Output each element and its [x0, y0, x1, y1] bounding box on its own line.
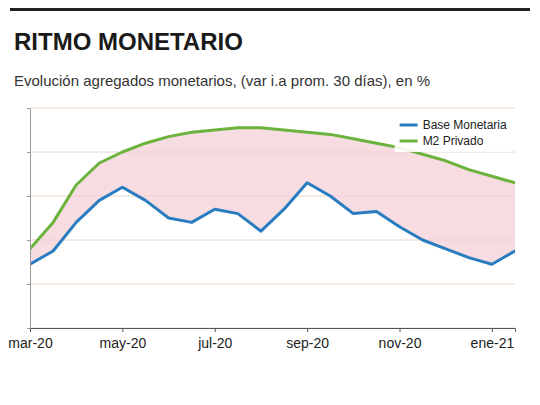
- title: RITMO MONETARIO: [14, 28, 243, 55]
- x-tick: ene-21: [471, 328, 515, 351]
- x-tick-mark: [122, 328, 123, 332]
- y-tick-mark: [27, 196, 30, 197]
- x-tick: mar-20: [8, 328, 53, 351]
- legend: Base Monetaria M2 Privado: [395, 114, 512, 152]
- x-tick-label: ene-21: [471, 335, 515, 351]
- legend-item: M2 Privado: [400, 134, 484, 148]
- x-tick-label: nov-20: [379, 335, 422, 351]
- y-tick: [27, 240, 30, 241]
- x-tick: nov-20: [379, 328, 422, 351]
- y-tick: [27, 196, 30, 197]
- top-rule: [10, 8, 530, 11]
- y-tick: [27, 152, 30, 153]
- y-tick-mark: [27, 152, 30, 153]
- grid: [30, 108, 515, 328]
- legend-swatch: [400, 124, 418, 127]
- grid-line: [30, 284, 515, 285]
- x-tick-label: jul-20: [197, 335, 232, 351]
- x-tick: sep-20: [286, 328, 329, 351]
- series-line: [30, 128, 515, 249]
- x-tick-label: may-20: [100, 335, 147, 351]
- x-tick: may-20: [100, 328, 147, 351]
- legend-label: M2 Privado: [423, 134, 484, 148]
- x-tick-mark: [400, 328, 401, 332]
- legend-item: Base Monetaria: [400, 118, 507, 132]
- x-tick-label: mar-20: [8, 335, 53, 351]
- x-axis-line: [31, 329, 516, 333]
- y-tick-mark: [27, 328, 30, 329]
- y-tick: [27, 108, 30, 109]
- x-tick-mark: [307, 328, 308, 332]
- y-axis: [27, 109, 31, 329]
- legend-box: [395, 114, 512, 152]
- x-axis: mar-20 may-20 jul-20 sep-20 nov-20 ene-21: [8, 328, 515, 351]
- y-tick-mark: [27, 108, 30, 109]
- x-tick-mark: [215, 328, 216, 332]
- legend-swatch: [400, 140, 418, 143]
- legend-label: Base Monetaria: [423, 118, 507, 132]
- subtitle: Evolución agregados monetarios, (var i.a…: [14, 72, 430, 89]
- x-tick-label: sep-20: [286, 335, 329, 351]
- y-tick-mark: [27, 284, 30, 285]
- x-tick: jul-20: [197, 328, 232, 351]
- grid-line: [30, 108, 515, 109]
- y-tick: [27, 284, 30, 285]
- y-tick: [27, 328, 30, 329]
- x-tick-mark: [492, 328, 493, 332]
- y-tick-mark: [27, 240, 30, 241]
- chart: RITMO MONETARIO Evolución agregados monet…: [0, 0, 540, 405]
- series-line: [30, 183, 515, 264]
- y-axis-line: [27, 109, 31, 329]
